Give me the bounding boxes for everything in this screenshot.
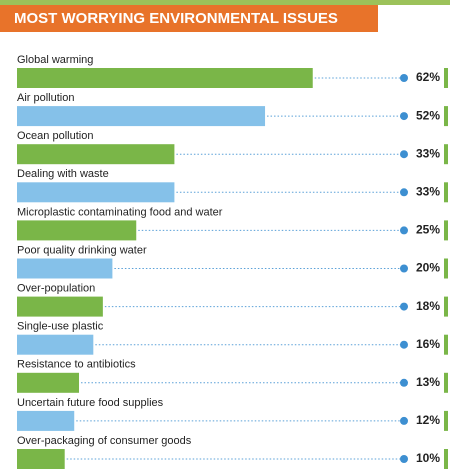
category-label: Resistance to antibiotics [17,359,136,371]
value-label: 33% [416,146,440,160]
leader-dot [400,226,408,235]
bar [17,410,75,431]
bar [17,258,113,279]
bar [17,220,137,241]
category-label: Single-use plastic [17,321,104,333]
category-label: Ocean pollution [17,130,93,142]
value-tab [444,258,448,279]
leader-dot [400,340,408,349]
leader-dot [400,150,408,159]
value-tab [444,296,448,317]
value-tab [444,182,448,203]
value-label: 52% [416,108,440,122]
category-label: Air pollution [17,92,74,104]
bar [17,144,175,165]
value-tab [444,220,448,241]
bar [17,182,175,203]
bar [17,106,266,127]
category-label: Over-population [17,283,95,295]
title-banner [0,5,378,32]
value-label: 13% [416,375,440,389]
value-tab [444,372,448,393]
value-tab [444,449,448,469]
leader-dot [400,74,408,82]
top-strip [0,0,450,5]
bar [17,296,103,317]
category-label: Over-packaging of consumer goods [17,435,192,447]
leader-dot [400,378,408,387]
value-label: 16% [416,337,440,351]
value-label: 33% [416,184,440,198]
bar [17,449,65,469]
category-label: Global warming [17,54,93,66]
value-label: 25% [416,223,440,237]
bar [17,68,313,88]
value-tab [444,106,448,127]
value-tab [444,334,448,355]
value-tab [444,410,448,431]
value-tab [444,144,448,165]
chart-title: MOST WORRYING ENVIRONMENTAL ISSUES [14,10,338,27]
category-label: Poor quality drinking water [17,244,147,256]
bar [17,372,80,393]
category-label: Uncertain future food supplies [17,397,164,409]
leader-dot [400,416,408,425]
value-label: 10% [416,451,440,465]
value-label: 12% [416,413,440,427]
leader-dot [400,302,408,311]
bar [17,334,94,355]
leader-dot [400,188,408,197]
leader-dot [400,455,408,463]
value-label: 20% [416,261,440,275]
value-tab [444,68,448,88]
leader-dot [400,112,408,121]
category-label: Microplastic contaminating food and wate… [17,206,223,218]
value-label: 62% [416,70,440,84]
category-label: Dealing with waste [17,168,109,180]
value-label: 18% [416,299,440,313]
leader-dot [400,264,408,273]
